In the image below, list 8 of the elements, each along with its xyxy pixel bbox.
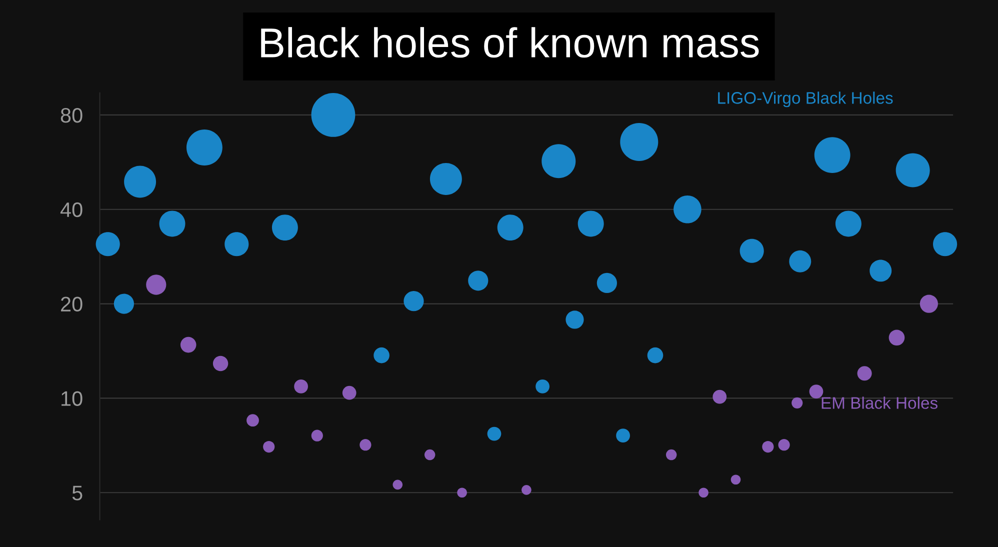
text: LIGO-Virgo Black Holes [718, 92, 893, 108]
y-tick-label: 10 [62, 391, 82, 406]
y-tick-label: 40 [60, 202, 82, 218]
legend-label: EM Black Holes [822, 396, 938, 409]
y-tick-label: 5 [72, 486, 82, 500]
chart-title: Black holes of known mass [261, 27, 759, 58]
y-tick-label: 80 [60, 108, 82, 123]
y-tick-label: 20 [61, 296, 82, 312]
